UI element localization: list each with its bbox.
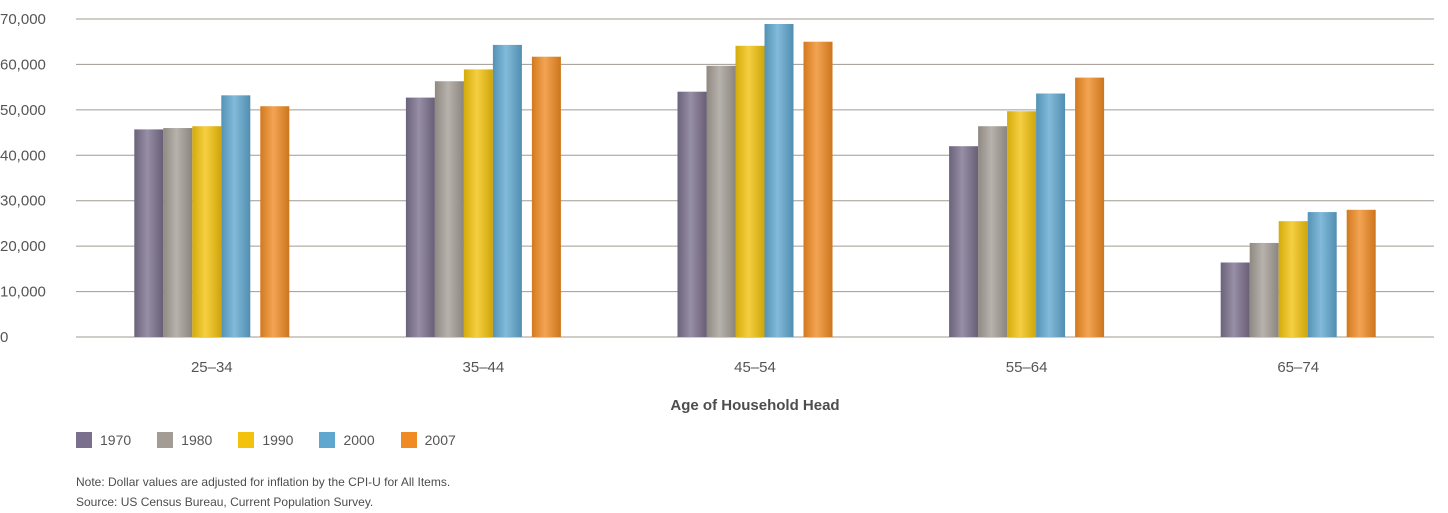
x-tick-label: 55–64	[1006, 359, 1048, 376]
bar-2007-5	[1346, 209, 1376, 337]
x-tick-label: 35–44	[463, 359, 505, 376]
bar-1990-5	[1278, 221, 1308, 337]
legend-swatch	[76, 432, 92, 448]
bar-2000-4	[1036, 93, 1066, 337]
bar-1970-4	[949, 146, 979, 337]
bar-1990-4	[1007, 111, 1037, 337]
bar-2007-3	[803, 41, 833, 337]
legend-item-2000: 2000	[319, 432, 375, 448]
legend: 1970 1980 1990 2000 2007	[76, 432, 482, 448]
x-tick-label: 25–34	[191, 359, 233, 376]
legend-label: 1980	[181, 432, 213, 448]
bar-1970-1	[134, 129, 164, 337]
x-tick-label: 45–54	[734, 359, 776, 376]
legend-label: 2007	[424, 432, 456, 448]
legend-swatch	[319, 432, 336, 448]
x-tick-label: 65–74	[1277, 359, 1319, 376]
bar-1980-2	[434, 81, 464, 337]
bar-2000-3	[764, 23, 794, 338]
y-tick-label: 70,000	[0, 11, 46, 28]
inflation-note: Note: Dollar values are adjusted for inf…	[76, 475, 451, 489]
legend-item-2007: 2007	[400, 432, 456, 448]
bar-1990-3	[735, 45, 765, 337]
x-axis-tick-labels: 25–34 35–44 45–54 55–64 65–74	[191, 359, 1319, 376]
y-tick-label: 30,000	[0, 193, 46, 210]
y-tick-label: 60,000	[0, 56, 46, 73]
bar-2007-2	[531, 56, 561, 337]
bar-1970-3	[677, 91, 707, 337]
bar-1970-2	[405, 97, 435, 337]
bar-2000-1	[221, 95, 251, 337]
x-axis-title: Age of Household Head	[670, 397, 839, 414]
legend-item-1970: 1970	[76, 432, 131, 448]
bar-1990-1	[192, 126, 222, 337]
legend-label: 1990	[262, 432, 294, 448]
legend-swatch	[157, 432, 174, 448]
legend-label: 1970	[100, 432, 132, 448]
y-tick-label: 50,000	[0, 102, 46, 119]
bar-1970-5	[1220, 262, 1250, 337]
legend-item-1990: 1990	[238, 432, 293, 448]
source-note: Source: US Census Bureau, Current Popula…	[76, 495, 374, 509]
bar-2007-4	[1075, 77, 1105, 338]
legend-swatch	[400, 432, 417, 448]
legend-swatch	[238, 432, 255, 448]
bar-1980-1	[163, 128, 193, 337]
bar-1990-2	[463, 69, 493, 337]
bar-2000-5	[1307, 212, 1337, 337]
bar-1980-5	[1249, 242, 1279, 337]
y-tick-label: 10,000	[0, 284, 46, 301]
bar-2007-1	[260, 106, 290, 337]
bars	[134, 23, 1376, 338]
y-tick-label: 20,000	[0, 238, 46, 255]
y-tick-label: 40,000	[0, 147, 46, 164]
y-axis-tick-labels: 0 10,000 20,000 30,000 40,000 50,000 60,000 70,…	[0, 11, 46, 346]
bar-2000-2	[492, 44, 522, 337]
bar-1980-3	[706, 65, 736, 337]
bar-chart: 0 10,000 20,000 30,000 40,000 50,000 60,000 70,…	[0, 11, 1434, 414]
bar-1980-4	[978, 126, 1008, 337]
y-tick-label: 0	[0, 329, 8, 346]
legend-label: 2000	[343, 432, 375, 448]
legend-item-1980: 1980	[157, 432, 212, 448]
